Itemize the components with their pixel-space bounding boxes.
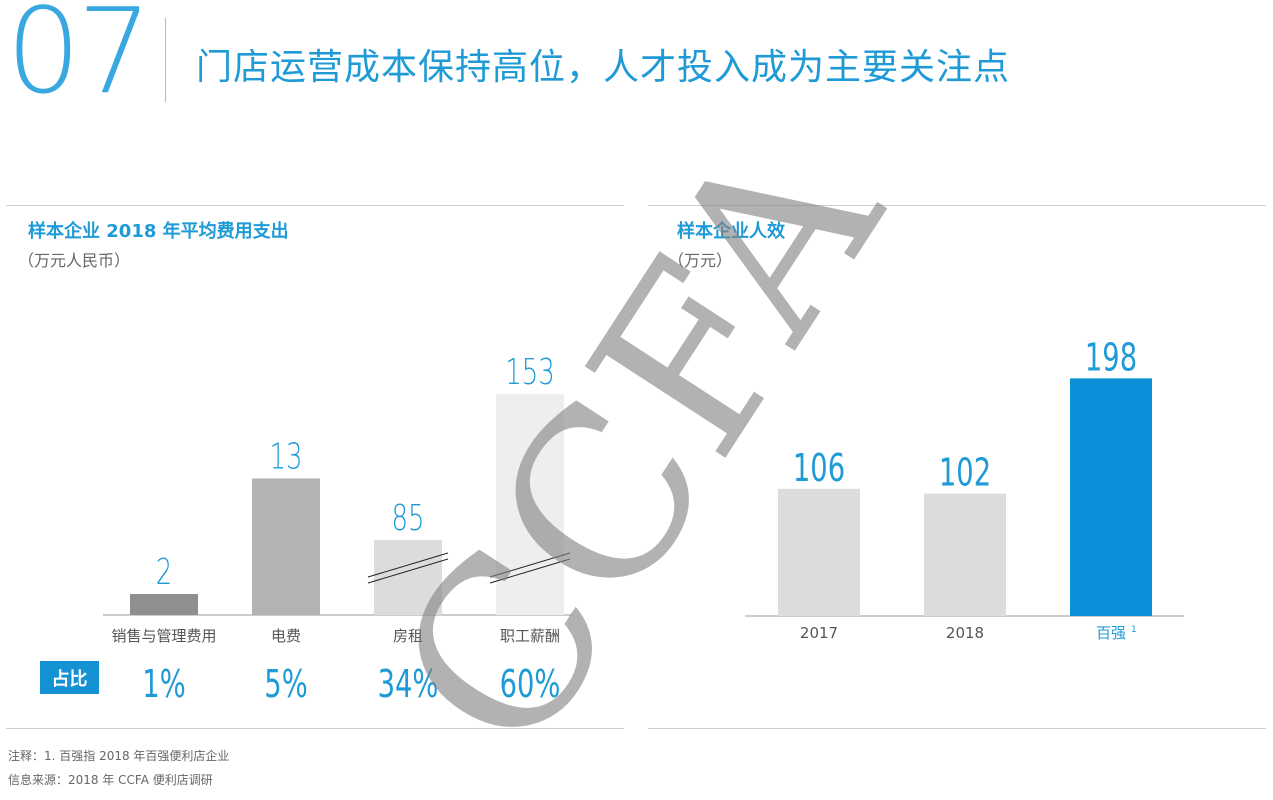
axis-break-mark	[367, 552, 449, 578]
efficiency-bar	[924, 493, 1006, 616]
efficiency-value-label: 102	[939, 450, 991, 495]
expense-share-label: 34%	[378, 661, 439, 706]
efficiency-category-label: 2018	[946, 624, 984, 642]
right-panel-top-rule	[648, 205, 1266, 206]
expense-value-label: 2	[156, 552, 172, 593]
efficiency-category-label: 百强	[1096, 624, 1126, 642]
expense-category-label: 电费	[271, 627, 301, 645]
expense-bar	[130, 594, 198, 615]
title-divider	[165, 18, 166, 102]
efficiency-bar-chart: 106 2017 102 2018 198 百强 1	[745, 335, 1184, 642]
efficiency-bar	[778, 488, 860, 616]
expense-share-label: 60%	[500, 661, 561, 706]
expense-category-label: 销售与管理费用	[111, 627, 216, 645]
efficiency-bar	[1070, 378, 1152, 616]
efficiency-value-label: 198	[1085, 335, 1137, 380]
left-panel-title: 样本企业 2018 年平均费用支出	[28, 221, 289, 242]
expense-share-label: 1%	[142, 661, 185, 706]
expense-category-label: 房租	[393, 627, 423, 645]
expense-bar-chart: 2 销售与管理费用 1% 13 电费 5% 85 房租 34% 153 职工薪酬 60%	[103, 352, 572, 706]
page-title: 门店运营成本保持高位，人才投入成为主要关注点	[196, 47, 1011, 88]
left-panel-top-rule	[6, 205, 624, 206]
axis-break-mark	[367, 558, 449, 584]
source-note: 信息来源：2018 年 CCFA 便利店调研	[8, 773, 213, 787]
expense-value-label: 153	[505, 352, 554, 393]
expense-share-label: 5%	[264, 661, 307, 706]
share-label-badge: 占比	[40, 661, 99, 694]
left-panel-bottom-rule	[6, 728, 624, 729]
axis-break-mark	[489, 552, 571, 578]
expense-category-label: 职工薪酬	[500, 627, 560, 645]
right-panel-bottom-rule	[648, 728, 1266, 729]
efficiency-value-label: 106	[793, 445, 845, 490]
expense-bar	[374, 540, 442, 615]
axis-break-mark	[489, 558, 571, 584]
footnote-marker: 1	[1131, 625, 1137, 635]
expense-bar	[252, 478, 320, 615]
section-number: 07	[6, 0, 152, 120]
right-panel-unit: （万元）	[668, 251, 733, 270]
left-panel-unit: （万元人民币）	[18, 251, 131, 270]
expense-value-label: 13	[270, 436, 303, 477]
right-panel-title: 样本企业人效	[677, 221, 785, 242]
footnote: 注释：1. 百强指 2018 年百强便利店企业	[8, 749, 230, 763]
efficiency-category-label: 2017	[800, 624, 838, 642]
expense-bar	[496, 394, 564, 615]
expense-value-label: 85	[392, 498, 425, 539]
